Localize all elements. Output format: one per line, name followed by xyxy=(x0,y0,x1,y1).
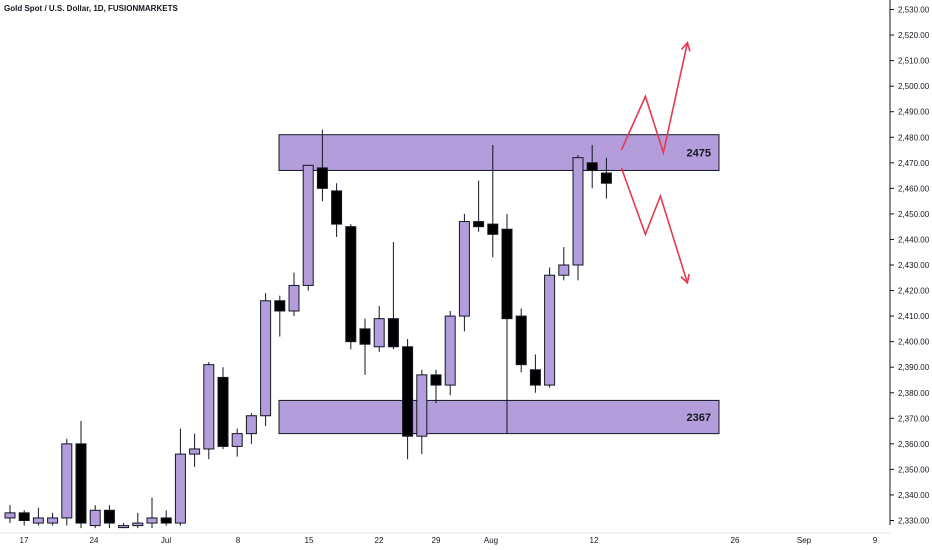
candle[interactable] xyxy=(146,517,158,524)
candle[interactable] xyxy=(529,369,541,386)
candle[interactable] xyxy=(75,443,87,524)
price-tick-label: 2,400.00 xyxy=(898,338,930,347)
price-tick-label: 2,370.00 xyxy=(898,414,930,423)
candle[interactable] xyxy=(600,172,612,184)
candle[interactable] xyxy=(558,264,570,276)
candle[interactable] xyxy=(387,318,399,348)
candle[interactable] xyxy=(32,517,44,524)
projection-up-path xyxy=(620,42,689,156)
time-tick-label: 26 xyxy=(731,536,740,545)
candle[interactable] xyxy=(373,318,385,348)
candle[interactable] xyxy=(245,415,257,435)
candle[interactable] xyxy=(18,512,30,522)
price-tick-label: 2,520.00 xyxy=(898,31,930,40)
candle[interactable] xyxy=(160,517,172,524)
candle[interactable] xyxy=(544,274,556,386)
zone-label-2475: 2475 xyxy=(687,148,711,160)
price-tick-label: 2,500.00 xyxy=(898,82,930,91)
candle[interactable] xyxy=(316,167,328,189)
candle[interactable] xyxy=(458,221,470,317)
projection-arrowhead xyxy=(680,41,691,52)
price-tick-label: 2,420.00 xyxy=(898,287,930,296)
candle[interactable] xyxy=(217,376,229,447)
time-tick-label: 24 xyxy=(90,536,99,545)
candle[interactable] xyxy=(473,221,485,228)
candle[interactable] xyxy=(515,315,527,366)
candle[interactable] xyxy=(103,509,115,524)
price-tick-label: 2,530.00 xyxy=(898,6,930,15)
candle[interactable] xyxy=(260,300,272,417)
time-tick-label: 8 xyxy=(236,536,241,545)
price-tick-label: 2,440.00 xyxy=(898,235,930,244)
candle[interactable] xyxy=(345,226,357,343)
price-tick-label: 2,480.00 xyxy=(898,133,930,142)
time-tick-label: 15 xyxy=(305,536,314,545)
time-tick-label: 9 xyxy=(873,536,878,545)
candle[interactable] xyxy=(359,328,371,345)
zone-2475 xyxy=(278,134,720,171)
candle[interactable] xyxy=(189,448,201,455)
price-tick-label: 2,510.00 xyxy=(898,57,930,66)
time-tick-label: Sep xyxy=(797,536,812,545)
candle[interactable] xyxy=(331,190,343,225)
price-tick-label: 2,330.00 xyxy=(898,517,930,526)
candle[interactable] xyxy=(118,525,130,529)
time-tick-label: 22 xyxy=(375,536,384,545)
zone-label-2367: 2367 xyxy=(687,412,711,424)
projection-arrowhead xyxy=(680,273,690,285)
time-tick-label: 12 xyxy=(590,536,599,545)
candle[interactable] xyxy=(572,157,584,266)
candle[interactable] xyxy=(430,374,442,386)
time-tick-label: Jul xyxy=(161,536,171,545)
candle[interactable] xyxy=(4,512,16,519)
candle[interactable] xyxy=(89,509,101,527)
candle[interactable] xyxy=(416,374,428,437)
price-tick-label: 2,340.00 xyxy=(898,491,930,500)
candle[interactable] xyxy=(274,300,286,312)
price-tick-label: 2,470.00 xyxy=(898,159,930,168)
price-tick-label: 2,410.00 xyxy=(898,312,930,321)
price-tick-label: 2,380.00 xyxy=(898,389,930,398)
time-tick-label: 17 xyxy=(20,536,29,545)
candle[interactable] xyxy=(402,346,414,437)
price-tick-label: 2,460.00 xyxy=(898,184,930,193)
projection-down-path xyxy=(620,167,689,284)
price-tick-label: 2,390.00 xyxy=(898,363,930,372)
candle[interactable] xyxy=(203,364,215,450)
candle[interactable] xyxy=(501,228,513,320)
price-tick-label: 2,450.00 xyxy=(898,210,930,219)
price-tick-label: 2,350.00 xyxy=(898,465,930,474)
zone-2367 xyxy=(278,399,720,435)
candle[interactable] xyxy=(302,164,314,286)
candle[interactable] xyxy=(586,162,598,171)
price-tick-label: 2,360.00 xyxy=(898,440,930,449)
price-tick-label: 2,430.00 xyxy=(898,261,930,270)
candle[interactable] xyxy=(132,522,144,527)
time-tick-label: Aug xyxy=(484,536,498,545)
time-tick-label: 29 xyxy=(432,536,441,545)
price-tick-label: 2,490.00 xyxy=(898,108,930,117)
candle[interactable] xyxy=(231,433,243,447)
chart-title: Gold Spot / U.S. Dollar, 1D, FUSIONMARKE… xyxy=(4,4,178,13)
candle[interactable] xyxy=(288,284,300,312)
candle[interactable] xyxy=(61,443,73,519)
candle[interactable] xyxy=(487,223,499,235)
candle[interactable] xyxy=(444,315,456,386)
candle[interactable] xyxy=(47,517,59,524)
candle[interactable] xyxy=(174,453,186,524)
